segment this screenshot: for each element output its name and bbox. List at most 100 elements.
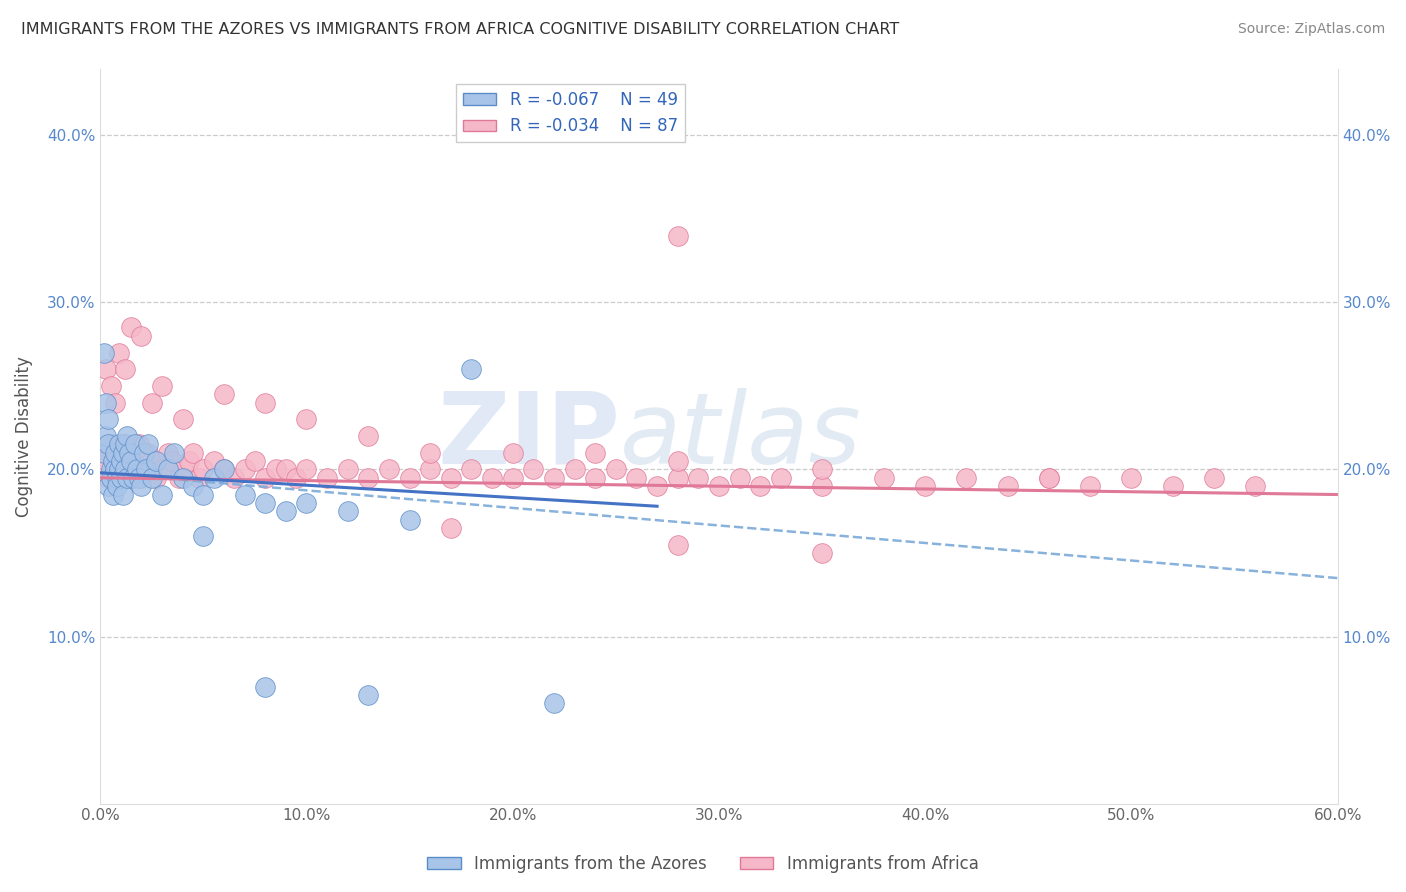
Point: [274, 504, 297, 518]
Point: [336, 462, 359, 476]
Point: [110, 471, 132, 485]
Point: [114, 362, 136, 376]
Point: [115, 462, 138, 476]
Point: [1244, 479, 1267, 493]
Point: [131, 479, 153, 493]
Point: [522, 462, 544, 476]
Point: [96, 429, 118, 443]
Point: [167, 471, 190, 485]
Point: [120, 454, 142, 468]
Point: [145, 454, 167, 468]
Point: [104, 395, 127, 409]
Point: [769, 471, 792, 485]
Point: [440, 471, 463, 485]
Point: [285, 471, 308, 485]
Point: [357, 471, 380, 485]
Point: [254, 496, 277, 510]
Point: [666, 538, 689, 552]
Point: [605, 462, 627, 476]
Point: [163, 446, 186, 460]
Point: [378, 462, 401, 476]
Point: [93, 446, 115, 460]
Point: [188, 471, 211, 485]
Point: [193, 487, 215, 501]
Point: [157, 462, 180, 476]
Text: ZIP: ZIP: [437, 387, 620, 484]
Point: [502, 471, 524, 485]
Point: [460, 362, 482, 376]
Point: [295, 496, 318, 510]
Point: [145, 471, 167, 485]
Point: [264, 462, 287, 476]
Point: [93, 345, 115, 359]
Point: [440, 521, 463, 535]
Point: [124, 462, 146, 476]
Point: [115, 429, 138, 443]
Point: [115, 471, 138, 485]
Point: [128, 471, 150, 485]
Legend: Immigrants from the Azores, Immigrants from Africa: Immigrants from the Azores, Immigrants f…: [420, 848, 986, 880]
Point: [104, 462, 127, 476]
Point: [105, 446, 128, 460]
Point: [336, 504, 359, 518]
Point: [105, 471, 128, 485]
Point: [460, 462, 482, 476]
Point: [131, 328, 153, 343]
Point: [1038, 471, 1060, 485]
Point: [108, 471, 131, 485]
Point: [193, 529, 215, 543]
Point: [110, 454, 132, 468]
Point: [193, 462, 215, 476]
Point: [1121, 471, 1143, 485]
Point: [212, 462, 235, 476]
Point: [1202, 471, 1225, 485]
Point: [707, 479, 730, 493]
Point: [114, 437, 136, 451]
Point: [93, 446, 115, 460]
Point: [914, 479, 936, 493]
Point: [135, 462, 157, 476]
Point: [108, 437, 131, 451]
Point: [111, 487, 134, 501]
Point: [135, 462, 157, 476]
Point: [811, 479, 834, 493]
Point: [108, 462, 131, 476]
Point: [127, 446, 149, 460]
Point: [172, 462, 194, 476]
Point: [136, 437, 159, 451]
Point: [481, 471, 503, 485]
Point: [96, 362, 118, 376]
Point: [254, 471, 277, 485]
Point: [274, 462, 297, 476]
Point: [181, 446, 204, 460]
Y-axis label: Cognitive Disability: Cognitive Disability: [15, 356, 32, 516]
Point: [104, 454, 127, 468]
Text: Source: ZipAtlas.com: Source: ZipAtlas.com: [1237, 22, 1385, 37]
Point: [132, 454, 155, 468]
Point: [114, 462, 136, 476]
Point: [128, 437, 150, 451]
Point: [120, 320, 142, 334]
Point: [243, 454, 266, 468]
Point: [118, 446, 141, 460]
Point: [114, 437, 136, 451]
Point: [254, 680, 277, 694]
Point: [100, 462, 122, 476]
Point: [997, 479, 1019, 493]
Point: [100, 471, 122, 485]
Point: [177, 454, 200, 468]
Point: [295, 462, 318, 476]
Point: [141, 471, 163, 485]
Point: [564, 462, 586, 476]
Point: [357, 429, 380, 443]
Point: [101, 462, 124, 476]
Point: [172, 471, 194, 485]
Point: [811, 546, 834, 560]
Point: [122, 471, 145, 485]
Point: [172, 412, 194, 426]
Point: [96, 395, 118, 409]
Point: [1038, 471, 1060, 485]
Point: [97, 471, 120, 485]
Point: [202, 471, 225, 485]
Point: [666, 228, 689, 243]
